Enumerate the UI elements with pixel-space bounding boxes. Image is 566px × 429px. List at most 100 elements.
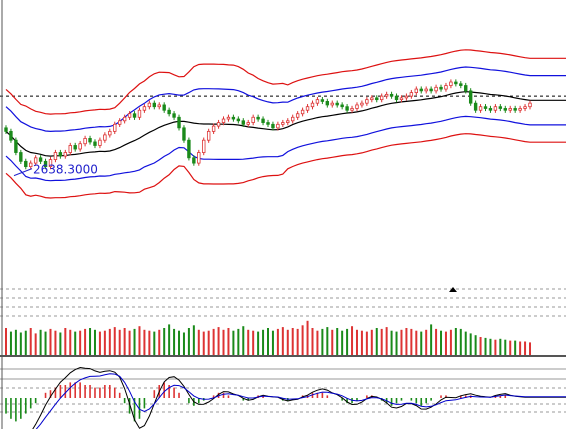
macd-histogram-bar (69, 382, 72, 398)
volume-bar (64, 328, 67, 355)
macd-histogram-bar (395, 398, 398, 404)
volume-bar (380, 328, 383, 355)
candle-body (286, 120, 290, 123)
macd-signal-line (35, 373, 566, 429)
macd-histogram-bar (133, 398, 136, 422)
candle-body (211, 125, 216, 132)
candle-body (221, 118, 226, 123)
volume-bar (212, 328, 215, 355)
candle-body (394, 95, 399, 101)
volume-bar (276, 328, 279, 355)
volume-bar (425, 329, 428, 355)
volume-bar (187, 328, 190, 355)
candle-body (137, 109, 142, 118)
candle-body (513, 108, 517, 111)
macd-histogram-bar (197, 398, 200, 404)
volume-bar (74, 331, 77, 355)
volume-bar (454, 328, 457, 355)
candle-body (345, 106, 349, 111)
volume-bar (306, 320, 309, 355)
candle-body (350, 108, 354, 111)
volume-bar (262, 329, 265, 355)
candle-body (108, 130, 112, 136)
volume-bars (5, 320, 531, 355)
volume-bar (34, 333, 37, 355)
volume-bar (311, 328, 314, 355)
candle-body (295, 113, 300, 118)
macd-histogram-bar (109, 385, 111, 398)
candle-body (73, 145, 77, 150)
volume-bar (385, 327, 388, 355)
candle-body (33, 157, 38, 164)
macd-histogram-bar (499, 395, 502, 398)
macd-panel (5, 366, 566, 429)
price-label-pointer (13, 168, 33, 177)
macd-histogram-bar (356, 398, 358, 401)
macd-histogram-bar (341, 398, 343, 401)
macd-histogram-bar (123, 398, 126, 404)
candle-body (409, 92, 414, 97)
volume-bar (524, 341, 527, 355)
volume-bar (182, 332, 185, 355)
volume-bar (494, 339, 497, 355)
candle-body (266, 122, 270, 125)
candle-body (488, 108, 493, 111)
candle-body (147, 102, 152, 108)
candle-body (251, 116, 255, 123)
macd-histogram-bar (153, 390, 156, 398)
candle-body (182, 127, 186, 141)
volume-bar (365, 331, 368, 355)
volume-bar (148, 330, 151, 355)
volume-bar (54, 330, 57, 355)
candle-body (132, 113, 137, 118)
candle-body (63, 152, 68, 157)
macd-histogram-bar (212, 395, 215, 398)
volume-bar (84, 328, 87, 355)
volume-bar (9, 331, 12, 355)
volume-bar (128, 330, 131, 355)
macd-histogram-bar (94, 387, 96, 398)
candle-body (9, 130, 13, 141)
macd-histogram-bar (49, 390, 52, 398)
candle-body (157, 104, 161, 108)
candle-body (434, 86, 438, 92)
candle-body (53, 152, 58, 160)
volume-bar (79, 330, 82, 355)
candle-body (473, 102, 478, 111)
macd-histogram-bar (400, 398, 403, 401)
candle-body (172, 113, 176, 118)
volume-bar (519, 341, 522, 355)
volume-bar (405, 328, 408, 355)
upper-outer-band (5, 49, 566, 115)
volume-bar (301, 325, 304, 355)
candle-body (98, 139, 102, 146)
candle-body (113, 123, 117, 132)
macd-histogram-bar (227, 395, 230, 398)
candle-body (48, 159, 53, 168)
candle-body (315, 99, 320, 104)
candle-body (503, 108, 507, 111)
volume-bar (222, 329, 225, 355)
candle-body (310, 102, 315, 108)
macd-histogram-bar (262, 395, 264, 398)
volume-bar (178, 330, 181, 355)
candle-body (419, 88, 423, 92)
macd-histogram-bar (128, 398, 131, 414)
volume-bar (504, 339, 507, 355)
macd-histogram-bar (316, 392, 319, 398)
candle-body (43, 160, 48, 168)
candle-body (449, 81, 453, 86)
candle-body (206, 130, 211, 141)
macd-histogram-bar (24, 398, 27, 414)
volume-bar (489, 338, 492, 355)
candle-body (246, 122, 250, 125)
volume-bar (103, 330, 106, 355)
volume-bar (484, 337, 487, 355)
candle-body (340, 104, 344, 108)
volume-bar (291, 328, 294, 355)
volume-bar (355, 329, 358, 355)
macd-histogram-bar (326, 395, 329, 398)
volume-bar (24, 330, 27, 355)
macd-histogram-bar (173, 387, 175, 398)
volume-bar (351, 326, 354, 355)
